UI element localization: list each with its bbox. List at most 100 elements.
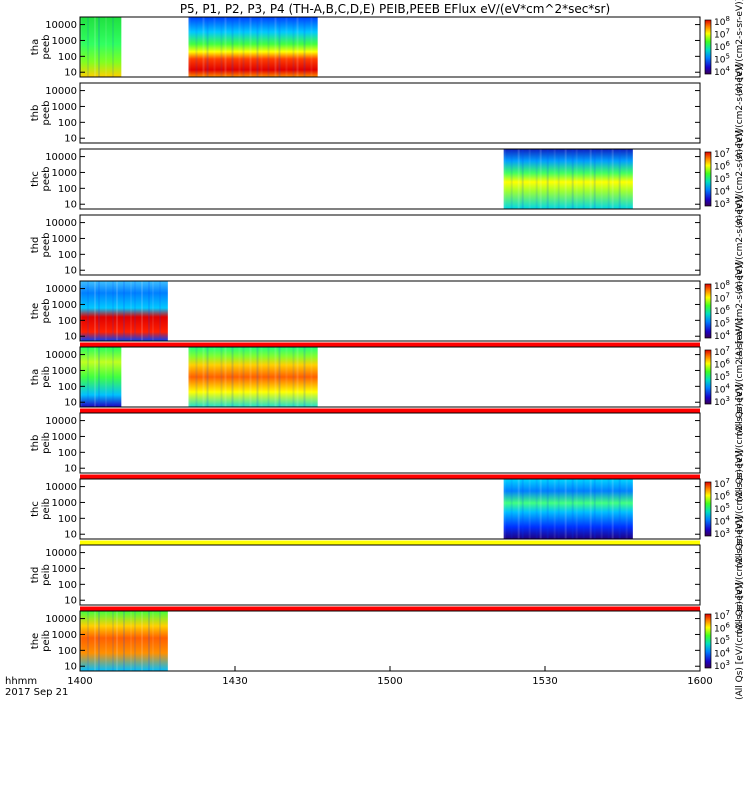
y-tick-label: 10000: [45, 548, 77, 559]
spectrogram-stripe: [98, 281, 100, 341]
panel-frame: [79, 148, 701, 210]
spectrogram-block: [80, 347, 122, 407]
colorbar-unit-label: (A) [eV/(cm2-s-sr-eV)]: [735, 64, 745, 162]
spectrogram-stripe: [535, 479, 538, 539]
panel-label: tha: [30, 369, 41, 385]
spectrogram-stripe: [292, 347, 295, 407]
y-tick-label: 100: [58, 646, 77, 657]
panel-label: peib: [41, 630, 52, 652]
spectrogram-stripe: [564, 479, 567, 539]
spectrogram-stripe: [582, 479, 585, 539]
status-bar: [80, 342, 700, 347]
y-tick-label: 10000: [45, 482, 77, 493]
spectrogram-stripe: [249, 347, 252, 407]
colorbar: [704, 151, 712, 207]
colorbar-tick-label: 105: [714, 634, 730, 647]
y-tick-label: 100: [58, 580, 77, 591]
spectrogram-stripe: [285, 347, 288, 407]
y-tick-label: 1000: [52, 300, 77, 311]
y-tick-label: 10000: [45, 86, 77, 97]
x-axis-label: 2017 Sep 21: [5, 687, 68, 698]
panel-label: peib: [41, 366, 52, 388]
y-tick-label: 100: [58, 514, 77, 525]
y-tick-label: 10: [64, 530, 77, 541]
spectrogram-stripe: [611, 479, 614, 539]
colorbar-tick-label: 103: [714, 527, 730, 540]
spectrogram-stripe: [220, 347, 223, 407]
y-tick-label: 1000: [52, 630, 77, 641]
colorbar-tick-label: 105: [714, 52, 730, 65]
panel-label: peeb: [41, 233, 52, 258]
spectrogram-stripe: [260, 347, 263, 407]
spectrogram-stripe: [152, 281, 154, 341]
spectrogram-stripe: [105, 611, 107, 671]
y-tick-label: 10: [64, 200, 77, 211]
spectrogram-stripe: [249, 17, 252, 77]
spectrogram-stripe: [220, 17, 223, 77]
spectrogram-stripe: [148, 611, 150, 671]
colorbar-tick-label: 103: [714, 197, 730, 210]
spectrogram-stripe: [278, 347, 281, 407]
spectrogram-stripe: [589, 149, 592, 209]
y-tick-label: 10: [64, 68, 77, 79]
spectrogram-stripe: [141, 281, 143, 341]
spectrogram-stripe: [123, 611, 125, 671]
spectrogram-block: [503, 479, 633, 539]
spectrogram-stripe: [521, 149, 524, 209]
status-bar: [80, 408, 700, 413]
spectrogram-stripe: [521, 479, 524, 539]
spectrogram-stripe: [123, 281, 125, 341]
spectrogram-block: [503, 149, 633, 209]
spectrogram-stripe: [267, 347, 270, 407]
status-bar: [80, 606, 700, 611]
panel-label: peeb: [41, 299, 52, 324]
colorbar-tick-label: 106: [714, 40, 730, 53]
spectrogram-stripe: [98, 347, 100, 407]
y-tick-label: 10: [64, 596, 77, 607]
spectrogram-stripe: [571, 149, 574, 209]
colorbar: [704, 481, 712, 537]
y-tick-label: 1000: [52, 432, 77, 443]
panel-frame: [79, 214, 701, 276]
spectrogram-stripe: [285, 17, 288, 77]
spectrogram-stripe: [202, 17, 205, 77]
y-tick-label: 10: [64, 662, 77, 673]
colorbar-tick-label: 104: [714, 329, 730, 342]
colorbar: [704, 613, 712, 669]
x-tick-label: 1430: [222, 676, 247, 687]
colorbar-unit-label: (All Qs) [eV/(cm2-s-sr-eV)]: [735, 516, 745, 634]
x-tick-label: 1500: [377, 676, 402, 687]
colorbar-tick-label: 105: [714, 502, 730, 515]
colorbar: [704, 19, 712, 75]
y-tick-label: 100: [58, 448, 77, 459]
spectrogram-stripe: [564, 149, 567, 209]
spectrogram-stripe: [575, 149, 578, 209]
y-tick-label: 10000: [45, 218, 77, 229]
panel-frame: [79, 544, 701, 606]
spectrogram-block: [80, 17, 122, 77]
colorbar-tick-label: 107: [714, 609, 730, 622]
y-tick-label: 10000: [45, 416, 77, 427]
spectrogram-stripe: [80, 611, 82, 671]
colorbar-tick-label: 107: [714, 477, 730, 490]
y-tick-label: 100: [58, 382, 77, 393]
panel-frame: [79, 610, 701, 672]
spectrogram-stripe: [134, 281, 136, 341]
y-tick-label: 10: [64, 464, 77, 475]
spectrogram-stripe: [242, 17, 245, 77]
panel-frame: [79, 16, 701, 78]
spectrogram-stripe: [105, 347, 107, 407]
spectrogram-stripe: [159, 281, 161, 341]
spectrogram-stripe: [625, 479, 628, 539]
spectrogram-stripe: [589, 479, 592, 539]
spectrogram-stripe: [98, 611, 100, 671]
spectrogram-stripe: [148, 281, 150, 341]
panel-label: peeb: [41, 101, 52, 126]
spectrogram-stripe: [267, 17, 270, 77]
colorbar-tick-label: 107: [714, 147, 730, 160]
y-tick-label: 10: [64, 266, 77, 277]
colorbar-unit-label: (All Qs) [eV/(cm2-s-sr-eV)]: [735, 582, 745, 700]
